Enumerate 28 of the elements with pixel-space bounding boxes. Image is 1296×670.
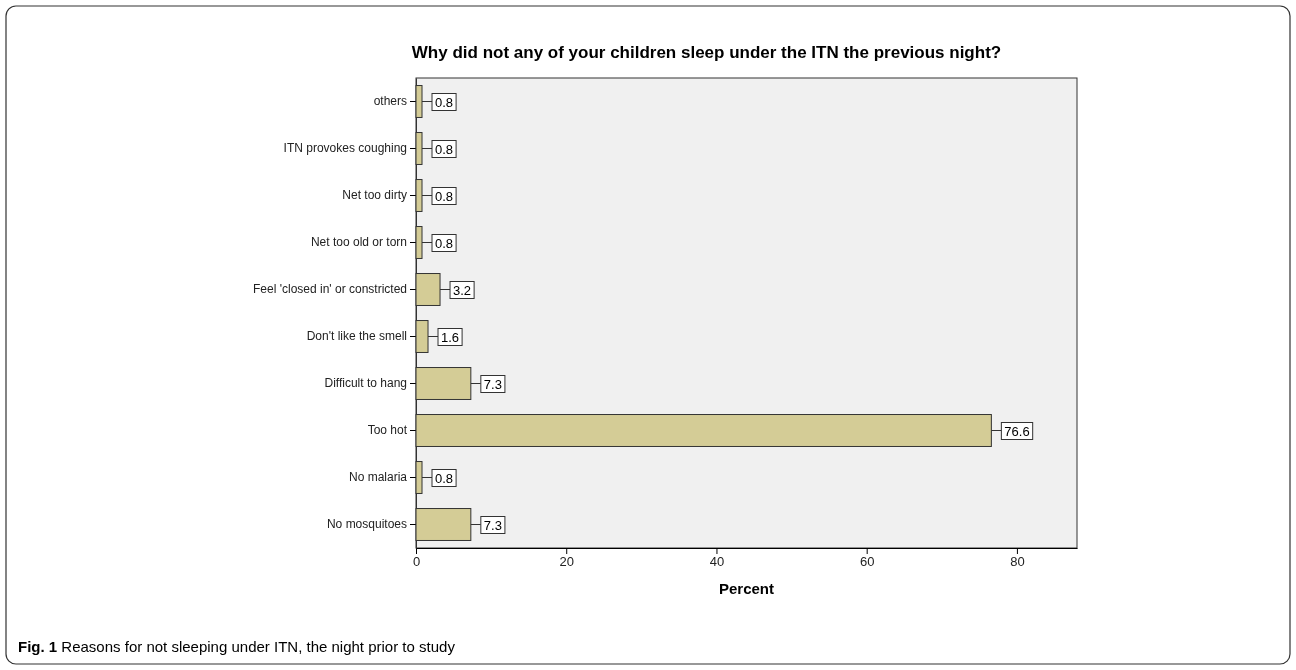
data-label: 0.8 — [435, 141, 454, 157]
y-tick-label: Difficult to hang — [324, 376, 407, 391]
x-tick-label: 80 — [1010, 554, 1025, 570]
data-label: 0.8 — [435, 94, 454, 110]
data-label: 3.2 — [453, 282, 472, 298]
data-label: 0.8 — [435, 235, 454, 251]
y-tick-label: No malaria — [348, 470, 408, 485]
data-label: 7.3 — [483, 376, 502, 392]
y-tick-label: Feel 'closed in' or constricted — [253, 282, 407, 297]
y-tick-label: Net too dirty — [342, 188, 407, 203]
caption: Fig. 1 Reasons for not sleeping under ITN, the night prior to study — [18, 638, 456, 655]
y-tick-label: No mosquitoes — [326, 517, 407, 532]
data-label: 0.8 — [435, 188, 454, 204]
x-tick-label: 20 — [559, 554, 574, 570]
x-axis-title: Percent — [718, 580, 775, 597]
y-tick-label: Net too old or torn — [310, 235, 407, 250]
x-tick-label: 60 — [859, 554, 875, 570]
chart-title: Why did not any of your children sleep under the ITN the previous night? — [411, 43, 1002, 62]
data-label: 0.8 — [435, 470, 454, 486]
data-label: 7.3 — [483, 517, 502, 533]
y-tick-label: Too hot — [367, 423, 408, 438]
x-tick-label: 40 — [709, 554, 725, 570]
y-tick-label: ITN provokes coughing — [283, 141, 407, 156]
data-label: 1.6 — [441, 329, 460, 345]
y-tick-label: others — [373, 94, 407, 109]
y-tick-label: Don't like the smell — [306, 329, 407, 344]
data-label: 76.6 — [1004, 423, 1030, 439]
x-tick-label: 0 — [412, 554, 421, 570]
